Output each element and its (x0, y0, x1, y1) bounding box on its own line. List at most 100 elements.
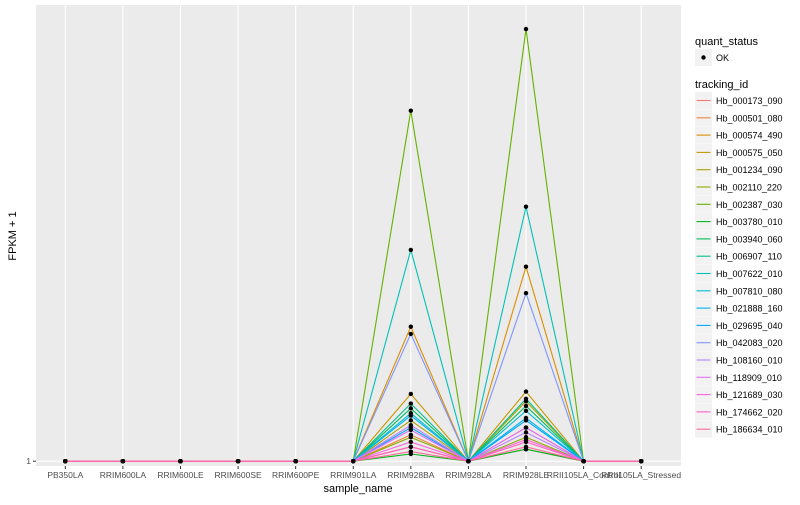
data-point (408, 406, 414, 411)
data-point (638, 458, 644, 464)
x-axis-label: sample_name (323, 483, 392, 495)
x-tick-label: RRIM928LA (445, 470, 492, 480)
data-point (408, 108, 414, 113)
data-point (178, 458, 183, 464)
data-point (235, 458, 241, 464)
data-point (408, 331, 414, 337)
legend-item: Hb_029695_040 (695, 316, 783, 334)
x-tick-label: RRIM600SE (214, 470, 262, 480)
data-point (523, 444, 529, 449)
legend-label: Hb_186634_010 (716, 425, 783, 435)
data-point (523, 396, 529, 401)
data-point (523, 430, 529, 435)
x-tick-label: RRIM901LA (330, 470, 377, 480)
legend-item: Hb_002387_030 (695, 195, 783, 213)
legend-label: Hb_000501_080 (716, 113, 783, 123)
legend-item: Hb_002110_220 (695, 178, 782, 196)
legend-item: Hb_006907_110 (695, 247, 782, 265)
data-point (408, 427, 414, 433)
legend-label: Hb_118909_010 (716, 373, 782, 383)
data-point (523, 418, 529, 423)
legend-item: Hb_174662_020 (695, 403, 783, 421)
legend-item: Hb_118909_010 (695, 368, 782, 386)
data-point (408, 444, 414, 449)
x-tick-label: RRII105LA_Control (547, 470, 621, 480)
data-point (523, 290, 529, 296)
legend-label: Hb_006907_110 (716, 252, 782, 262)
data-point (408, 418, 414, 423)
data-point (523, 439, 529, 445)
x-tick-label: RRIM600LE (157, 470, 204, 480)
x-tick-label: RRII105LA_Stressed (601, 470, 681, 480)
x-tick-label: PB350LA (47, 470, 83, 480)
data-point (120, 458, 126, 464)
legend-color-title: tracking_id (695, 79, 748, 91)
data-point (523, 26, 529, 32)
data-point (523, 408, 529, 413)
y-axis: 1 (26, 456, 36, 466)
legend-item: Hb_007622_010 (695, 265, 783, 282)
legend-item: Hb_000501_080 (695, 109, 783, 127)
plot-panel (36, 5, 681, 466)
data-point (408, 413, 414, 418)
legend-label: Hb_029695_040 (716, 321, 783, 331)
data-point (466, 458, 471, 464)
legend-item: Hb_186634_010 (695, 420, 783, 438)
legend-shape-point (701, 55, 706, 60)
data-point (408, 391, 414, 397)
data-point (523, 403, 529, 409)
legend-item: Hb_000575_050 (695, 143, 783, 161)
legend-item: Hb_108160_010 (695, 351, 783, 369)
data-point (408, 449, 414, 454)
legend-label: Hb_002387_030 (716, 200, 783, 210)
data-point (408, 422, 414, 428)
data-point (63, 458, 68, 464)
grid-lines (36, 5, 681, 466)
data-point (523, 425, 529, 430)
y-axis-label: FPKM + 1 (7, 211, 19, 260)
legend-label: Hb_007810_080 (716, 286, 783, 296)
data-point (523, 264, 529, 269)
legend-label: Hb_108160_010 (716, 356, 783, 366)
legend-label: Hb_001234_090 (716, 165, 783, 175)
data-point (408, 434, 414, 440)
legend-label: Hb_174662_020 (716, 407, 783, 417)
y-tick-label: 1 (26, 456, 31, 466)
legend-item: Hb_007810_080 (695, 282, 783, 300)
x-tick-label: RRIM928LE (503, 470, 550, 480)
data-point (523, 204, 529, 209)
legend-label: Hb_003940_060 (716, 234, 783, 244)
data-point (351, 458, 356, 464)
legend-shape-title: quant_status (695, 36, 758, 48)
legend-label: Hb_002110_220 (716, 183, 782, 193)
legend-label: Hb_021888_160 (716, 304, 783, 314)
data-point (293, 458, 298, 464)
legend-label: Hb_000173_090 (716, 96, 783, 106)
x-axis: PB350LA RRIM600LA RRIM600LE RRIM600SE RRIM60… (47, 466, 681, 480)
legend-item: Hb_001234_090 (695, 161, 783, 179)
legend-label: Hb_007622_010 (716, 269, 783, 279)
legend-shape-label: OK (716, 53, 729, 63)
data-point (408, 324, 414, 329)
data-point (581, 458, 586, 464)
data-points (63, 26, 644, 464)
x-tick-label: RRIM928BA (387, 470, 435, 480)
legend: quant_status OK tracking_id Hb_000173_09… (695, 36, 783, 438)
legend-item: Hb_121689_030 (695, 386, 783, 404)
x-tick-label: RRIM600PE (272, 470, 320, 480)
legend-item: Hb_000574_490 (695, 126, 783, 144)
data-point (523, 389, 529, 394)
legend-label: Hb_000575_050 (716, 148, 783, 158)
legend-item: Hb_000173_090 (695, 92, 783, 109)
legend-item: Hb_003780_010 (695, 213, 783, 231)
legend-label: Hb_121689_030 (716, 390, 783, 400)
data-point (408, 439, 414, 445)
legend-label: Hb_003780_010 (716, 217, 783, 227)
data-point (408, 401, 414, 406)
data-point (408, 247, 414, 253)
legend-item: Hb_003940_060 (695, 230, 783, 248)
legend-item: Hb_042083_020 (695, 334, 783, 352)
x-tick-label: RRIM600LA (100, 470, 147, 480)
legend-color-items: Hb_000173_090 Hb_000501_080 Hb_000574_490 H… (695, 92, 783, 438)
